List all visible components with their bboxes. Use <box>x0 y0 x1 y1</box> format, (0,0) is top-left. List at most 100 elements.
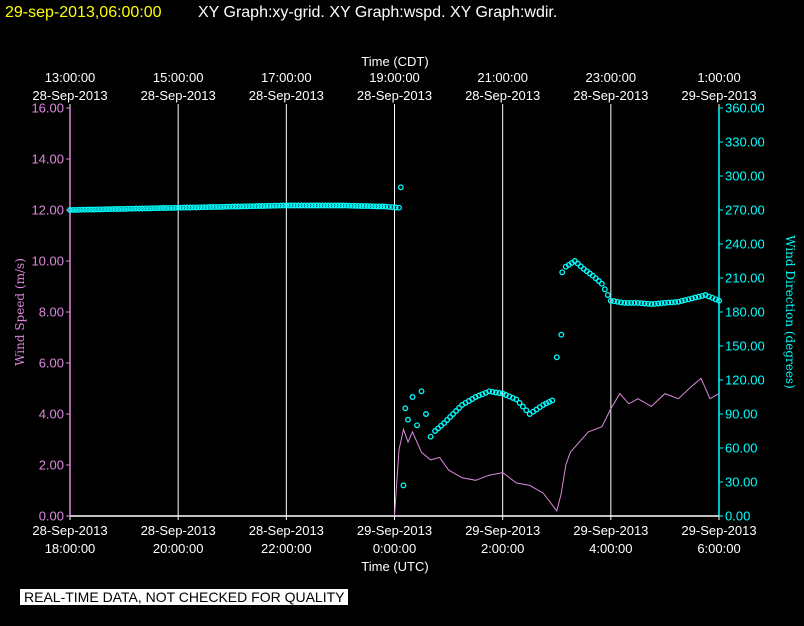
wind-direction-point <box>184 204 191 211</box>
wind-direction-point <box>692 294 699 301</box>
wind-direction-point <box>145 205 152 212</box>
bottom-tick-date: 28-Sep-2013 <box>141 523 216 538</box>
wind-direction-point <box>675 298 682 305</box>
top-tick-time: 13:00:00 <box>45 70 96 85</box>
top-tick-date: 28-Sep-2013 <box>141 88 216 103</box>
top-tick-date: 28-Sep-2013 <box>573 88 648 103</box>
wind-direction-point <box>414 422 420 429</box>
right-tick-label: 90.00 <box>725 407 758 422</box>
bottom-tick-date: 29-Sep-2013 <box>681 523 756 538</box>
wind-direction-point <box>172 204 179 211</box>
wind-direction-point <box>316 202 323 209</box>
wind-direction-point <box>648 301 655 308</box>
wind-direction-point <box>73 206 79 213</box>
bottom-tick-date: 29-Sep-2013 <box>573 523 648 538</box>
wind-direction-point <box>638 300 645 307</box>
wind-direction-point <box>651 300 658 307</box>
wind-speed-line <box>394 377 720 517</box>
bottom-tick-date: 28-Sep-2013 <box>32 523 107 538</box>
wind-direction-point <box>271 202 278 209</box>
wind-direction-point <box>91 206 97 213</box>
right-axis-title: Wind Direction (degrees) <box>783 235 797 389</box>
right-tick-label: 0.00 <box>725 509 750 524</box>
wind-direction-point <box>124 205 131 212</box>
wind-direction-point <box>325 202 332 209</box>
wind-direction-point <box>389 204 396 211</box>
wind-direction-point <box>127 205 134 212</box>
wind-direction-point <box>705 293 712 300</box>
wind-direction-point <box>645 300 651 307</box>
grid-lines <box>177 108 612 516</box>
wind-direction-point <box>450 411 457 417</box>
wind-direction-point <box>499 390 506 397</box>
wind-direction-point <box>668 299 675 306</box>
wind-direction-point <box>169 204 176 211</box>
wind-direction-point <box>235 203 242 210</box>
left-tick-label: 2.00 <box>39 458 64 473</box>
wind-direction-point <box>259 203 266 209</box>
wind-direction-point <box>163 205 170 211</box>
wind-direction-point <box>614 298 621 305</box>
wind-direction-point <box>716 297 722 304</box>
wind-direction-point <box>310 202 317 209</box>
wind-direction-point <box>112 206 119 213</box>
right-tick-label: 270.00 <box>725 203 765 218</box>
wind-direction-point <box>181 204 188 211</box>
wind-direction-point <box>82 206 88 213</box>
wind-direction-point <box>298 202 305 209</box>
wind-direction-point <box>618 299 624 306</box>
wind-direction-point <box>94 206 100 213</box>
wind-direction-point <box>292 202 299 209</box>
right-tick-label: 60.00 <box>725 441 758 456</box>
wind-direction-point <box>516 399 523 406</box>
top-tick-date: 28-Sep-2013 <box>465 88 540 103</box>
left-tick-label: 6.00 <box>39 356 64 371</box>
wind-direction-point <box>682 297 689 304</box>
wind-direction-point <box>441 420 448 427</box>
wind-direction-point <box>346 202 353 209</box>
wind-direction-point <box>361 203 368 210</box>
wind-direction-point <box>607 297 614 304</box>
wind-direction-point <box>655 300 662 307</box>
wind-direction-point <box>634 299 641 306</box>
right-tick-label: 360.00 <box>725 101 765 116</box>
left-tick-label: 0.00 <box>39 509 64 524</box>
wind-direction-point <box>151 205 158 212</box>
wind-direction-point <box>418 388 425 395</box>
bottom-tick-time: 20:00:00 <box>153 541 204 556</box>
wind-direction-point <box>678 297 685 304</box>
wind-direction-point <box>489 388 496 395</box>
wind-direction-point <box>286 202 293 209</box>
wind-direction-point <box>376 203 383 210</box>
wind-direction-point <box>175 204 182 211</box>
wind-direction-point <box>400 482 407 489</box>
wind-direction-point <box>340 202 347 209</box>
wind-direction-point <box>118 205 125 212</box>
left-tick-label: 8.00 <box>39 305 64 320</box>
wind-direction-point <box>253 203 260 210</box>
tick-labels: 28-Sep-2013 18:00:00 13:00:00 28-Sep-2013 28… <box>31 70 764 556</box>
wind-direction-point <box>202 204 209 211</box>
wind-direction-point <box>444 417 451 423</box>
wind-direction-point <box>661 299 668 306</box>
wind-direction-point <box>427 433 434 440</box>
bottom-tick-date: 29-Sep-2013 <box>465 523 540 538</box>
wind-direction-point <box>559 269 566 276</box>
wind-direction-point <box>672 299 679 306</box>
wind-direction-point <box>601 286 608 293</box>
wind-direction-point <box>79 206 85 213</box>
left-tick-label: 16.00 <box>31 101 64 116</box>
wind-direction-point <box>685 296 692 303</box>
wind-direction-point <box>100 206 107 213</box>
top-tick-time: 15:00:00 <box>153 70 204 85</box>
wind-direction-point <box>349 202 356 209</box>
wind-direction-point <box>223 203 230 210</box>
top-tick-date: 28-Sep-2013 <box>249 88 324 103</box>
wind-direction-point <box>220 203 227 210</box>
wind-direction-point <box>631 299 638 306</box>
wind-direction-point <box>244 203 251 210</box>
wind-direction-point <box>250 203 257 210</box>
wind-direction-point <box>211 204 218 210</box>
left-tick-label: 12.00 <box>31 203 64 218</box>
wind-direction-point <box>193 204 200 211</box>
